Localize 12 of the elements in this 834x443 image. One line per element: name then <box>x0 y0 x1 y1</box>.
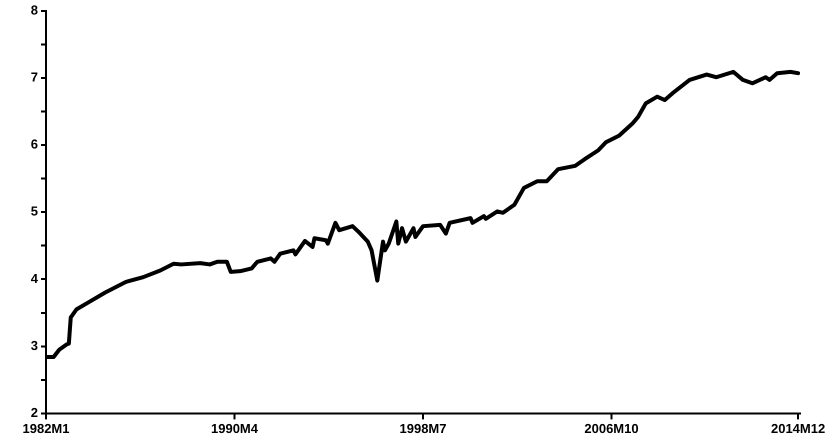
x-tick-label: 2006M10 <box>584 420 639 436</box>
x-tick-label: 1982M1 <box>22 420 70 436</box>
x-tick-label: 1990M4 <box>211 420 259 436</box>
x-tick-label: 2014M12 <box>770 420 826 436</box>
y-tick-label: 7 <box>30 69 38 84</box>
y-tick-label: 2 <box>30 404 38 420</box>
y-tick-label: 5 <box>30 204 38 219</box>
y-tick-label: 8 <box>30 2 38 18</box>
y-tick-label: 6 <box>30 136 38 152</box>
y-tick-label: 3 <box>30 338 38 353</box>
y-tick-label: 4 <box>30 270 39 286</box>
x-tick-label: 1998M7 <box>400 420 446 436</box>
